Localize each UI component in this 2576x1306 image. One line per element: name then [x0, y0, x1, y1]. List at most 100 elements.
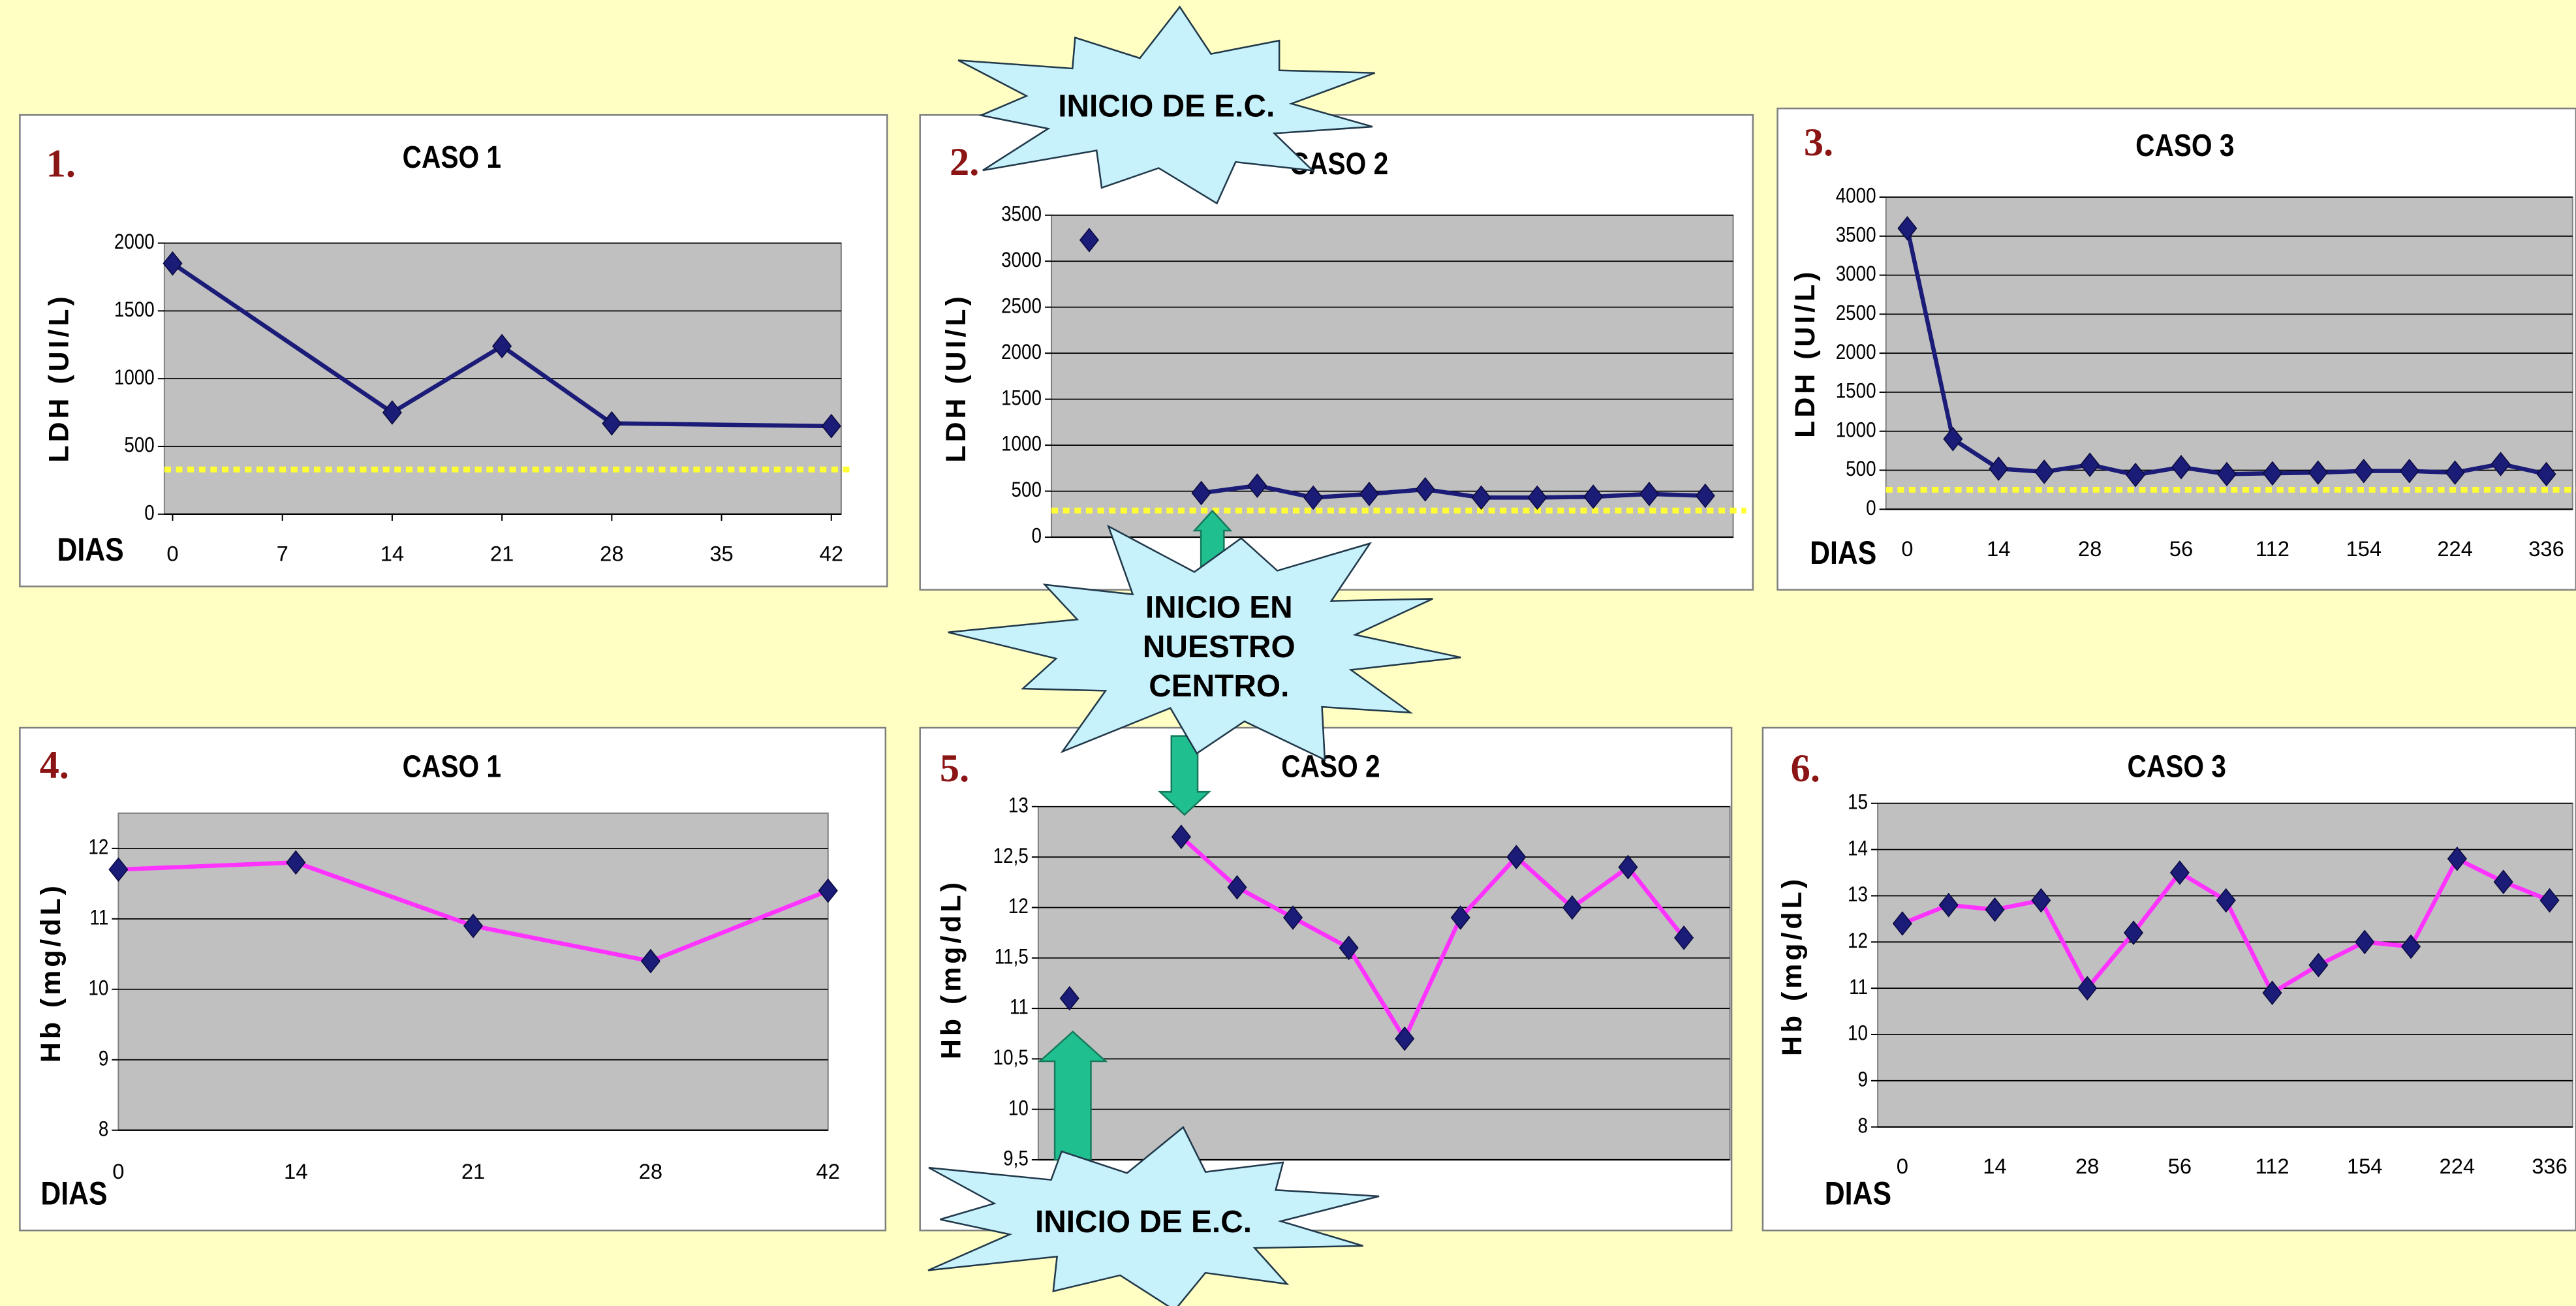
- data-point: [2216, 888, 2236, 913]
- x-tick-label: 14: [284, 1159, 307, 1183]
- y-tick-label: 0: [1031, 525, 1041, 548]
- data-point: [602, 411, 622, 436]
- data-point: [1227, 875, 1247, 900]
- x-tick-label: 0: [112, 1159, 124, 1183]
- callout-text: NUESTRO: [1143, 630, 1296, 664]
- plot-area: [1051, 214, 1734, 538]
- x-tick-label: 56: [2168, 1154, 2192, 1178]
- panel-number: 2.: [950, 140, 979, 184]
- data-point: [2308, 460, 2328, 485]
- x-tick-label: 154: [2347, 1154, 2383, 1178]
- y-tick-label: 0: [144, 501, 154, 525]
- x-tick-label: 0: [166, 541, 178, 565]
- x-tick-label: 28: [639, 1159, 662, 1183]
- data-point: [1303, 485, 1324, 510]
- data-point: [2031, 888, 2051, 913]
- data-point: [2536, 461, 2556, 487]
- data-point: [2080, 452, 2100, 477]
- data-point: [1079, 227, 1100, 253]
- y-tick-label: 8: [99, 1117, 108, 1141]
- data-point: [2262, 980, 2282, 1006]
- y-tick-label: 15: [1848, 790, 1868, 814]
- x-tick-label: 336: [2532, 1154, 2568, 1178]
- y-tick-label: 3000: [1836, 262, 1876, 286]
- data-point: [2171, 454, 2192, 480]
- data-point: [821, 414, 841, 439]
- y-tick-label: 2500: [1001, 294, 1042, 318]
- x-tick-label: 336: [2528, 536, 2564, 561]
- panel-number: 1.: [46, 142, 76, 186]
- x-axis-label: DIAS: [57, 531, 124, 568]
- x-tick-label: 14: [1983, 1154, 2006, 1178]
- y-tick-label: 12: [1848, 929, 1868, 953]
- data-point: [1674, 925, 1694, 950]
- x-tick-label: 35: [709, 541, 733, 565]
- data-point: [1938, 892, 1959, 918]
- data-point: [382, 400, 402, 425]
- y-tick-label: 10: [88, 976, 108, 1000]
- data-point: [108, 857, 129, 882]
- x-axis-label: DIAS: [1825, 1175, 1891, 1211]
- data-point: [2123, 920, 2144, 945]
- data-point: [1892, 911, 1912, 936]
- data-point: [818, 878, 838, 903]
- data-point: [1171, 824, 1191, 850]
- y-tick-label: 2000: [1001, 341, 1042, 364]
- y-tick-label: 1500: [114, 298, 155, 322]
- data-point: [1395, 1026, 1415, 1051]
- data-point: [1247, 473, 1267, 498]
- x-tick-label: 42: [816, 1159, 840, 1183]
- y-axis-label: LDH (UI/L): [44, 293, 75, 462]
- x-tick-label: 14: [1987, 536, 2010, 561]
- y-tick-label: 10: [1008, 1096, 1029, 1120]
- x-tick-label: 42: [820, 541, 843, 565]
- data-point: [2539, 888, 2560, 913]
- x-tick-label: 0: [1901, 536, 1913, 561]
- y-tick-label: 9: [1858, 1068, 1868, 1091]
- data-point: [2308, 952, 2329, 978]
- data-point: [1583, 484, 1604, 509]
- data-point: [1639, 481, 1660, 506]
- data-point: [1985, 897, 2005, 922]
- data-point: [2169, 860, 2190, 885]
- x-tick-label: 28: [2078, 536, 2102, 561]
- y-tick-label: 10: [1848, 1022, 1868, 1046]
- data-point: [1506, 845, 1527, 869]
- y-tick-label: 11,5: [995, 945, 1029, 969]
- data-point: [463, 913, 484, 939]
- chart-title: CASO 1: [403, 140, 501, 175]
- data-point: [2493, 869, 2513, 895]
- x-tick-label: 154: [2346, 536, 2382, 561]
- data-point: [1527, 485, 1547, 510]
- chart-title: CASO 2: [1281, 750, 1380, 785]
- data-point: [2491, 452, 2511, 476]
- data-point: [1359, 481, 1380, 506]
- panel-number: 3.: [1804, 121, 1833, 164]
- callout-burst: [948, 524, 1461, 762]
- x-tick-label: 56: [2169, 536, 2193, 561]
- data-point: [2077, 976, 2098, 1001]
- data-point: [2034, 459, 2055, 484]
- panel-number: 6.: [1791, 747, 1820, 790]
- x-tick-label: 224: [2437, 536, 2473, 561]
- x-tick-label: 28: [600, 541, 623, 565]
- data-point: [492, 334, 512, 359]
- y-tick-label: 2000: [114, 230, 155, 254]
- callout-text: INICIO DE E.C.: [1035, 1205, 1252, 1239]
- y-tick-label: 1500: [1836, 380, 1876, 403]
- data-point: [1415, 476, 1435, 502]
- callout-burst: [927, 1126, 1380, 1306]
- y-tick-label: 10,5: [993, 1046, 1029, 1070]
- data-point: [163, 251, 183, 276]
- panel-number: 5.: [940, 747, 969, 790]
- y-tick-label: 1500: [1001, 386, 1042, 410]
- data-point: [1943, 426, 1963, 452]
- data-point: [2445, 460, 2465, 485]
- x-axis-label: DIAS: [40, 1175, 107, 1211]
- data-point: [2447, 846, 2467, 871]
- y-tick-label: 13: [1848, 883, 1868, 907]
- data-point: [1695, 483, 1715, 508]
- y-tick-label: 500: [124, 434, 154, 458]
- x-tick-label: 7: [277, 541, 288, 565]
